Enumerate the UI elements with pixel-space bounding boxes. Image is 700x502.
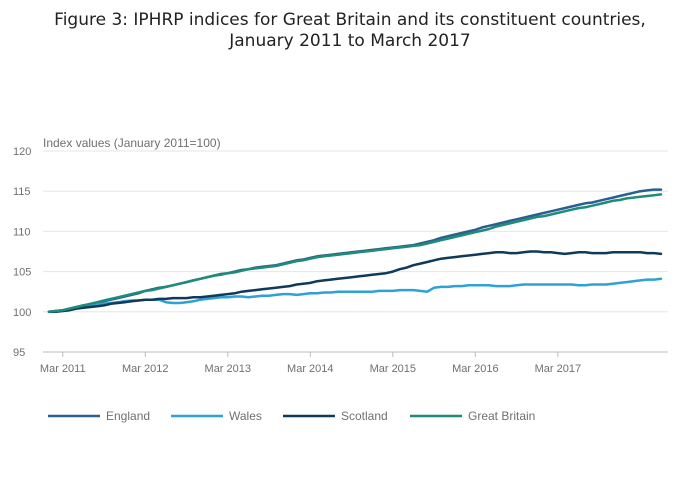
y-tick-label: 100 [13,307,31,319]
legend-label-great-britain: Great Britain [468,409,535,423]
gridlines [43,150,668,353]
legend-label-scotland: Scotland [341,409,388,423]
series-line-england [47,188,663,314]
x-tick-label: Mar 2014 [287,363,333,375]
y-axis-label: Index values (January 2011=100) [43,136,221,150]
y-tick-label: 95 [13,347,25,359]
x-tick-label: Mar 2012 [122,363,168,375]
x-tick-label: Mar 2015 [370,363,416,375]
y-tick-label: 110 [13,226,31,238]
x-tick-label: Mar 2011 [40,363,86,375]
legend-label-england: England [106,409,150,423]
y-tick-label: 115 [13,186,31,198]
y-axis-ticks: 95 100 105 110 115 120 [13,146,31,359]
x-tick-label: Mar 2016 [452,363,498,375]
x-tick-label: Mar 2017 [535,363,581,375]
series-line-scotland [47,250,663,314]
series-lines [47,188,663,314]
x-axis: Mar 2011 Mar 2012 Mar 2013 Mar 2014 Mar 2015… [40,352,581,375]
legend: England Wales Scotland Great Britain [48,409,535,423]
chart-title-line-1: Figure 3: IPHRP indices for Great Britai… [54,10,646,30]
chart-title-line-2: January 2011 to March 2017 [228,31,470,51]
y-tick-label: 120 [13,146,31,158]
x-tick-label: Mar 2013 [205,363,251,375]
series-line-wales [47,277,663,314]
series-line-great-britain [47,193,663,314]
legend-label-wales: Wales [229,409,262,423]
y-tick-label: 105 [13,267,31,279]
